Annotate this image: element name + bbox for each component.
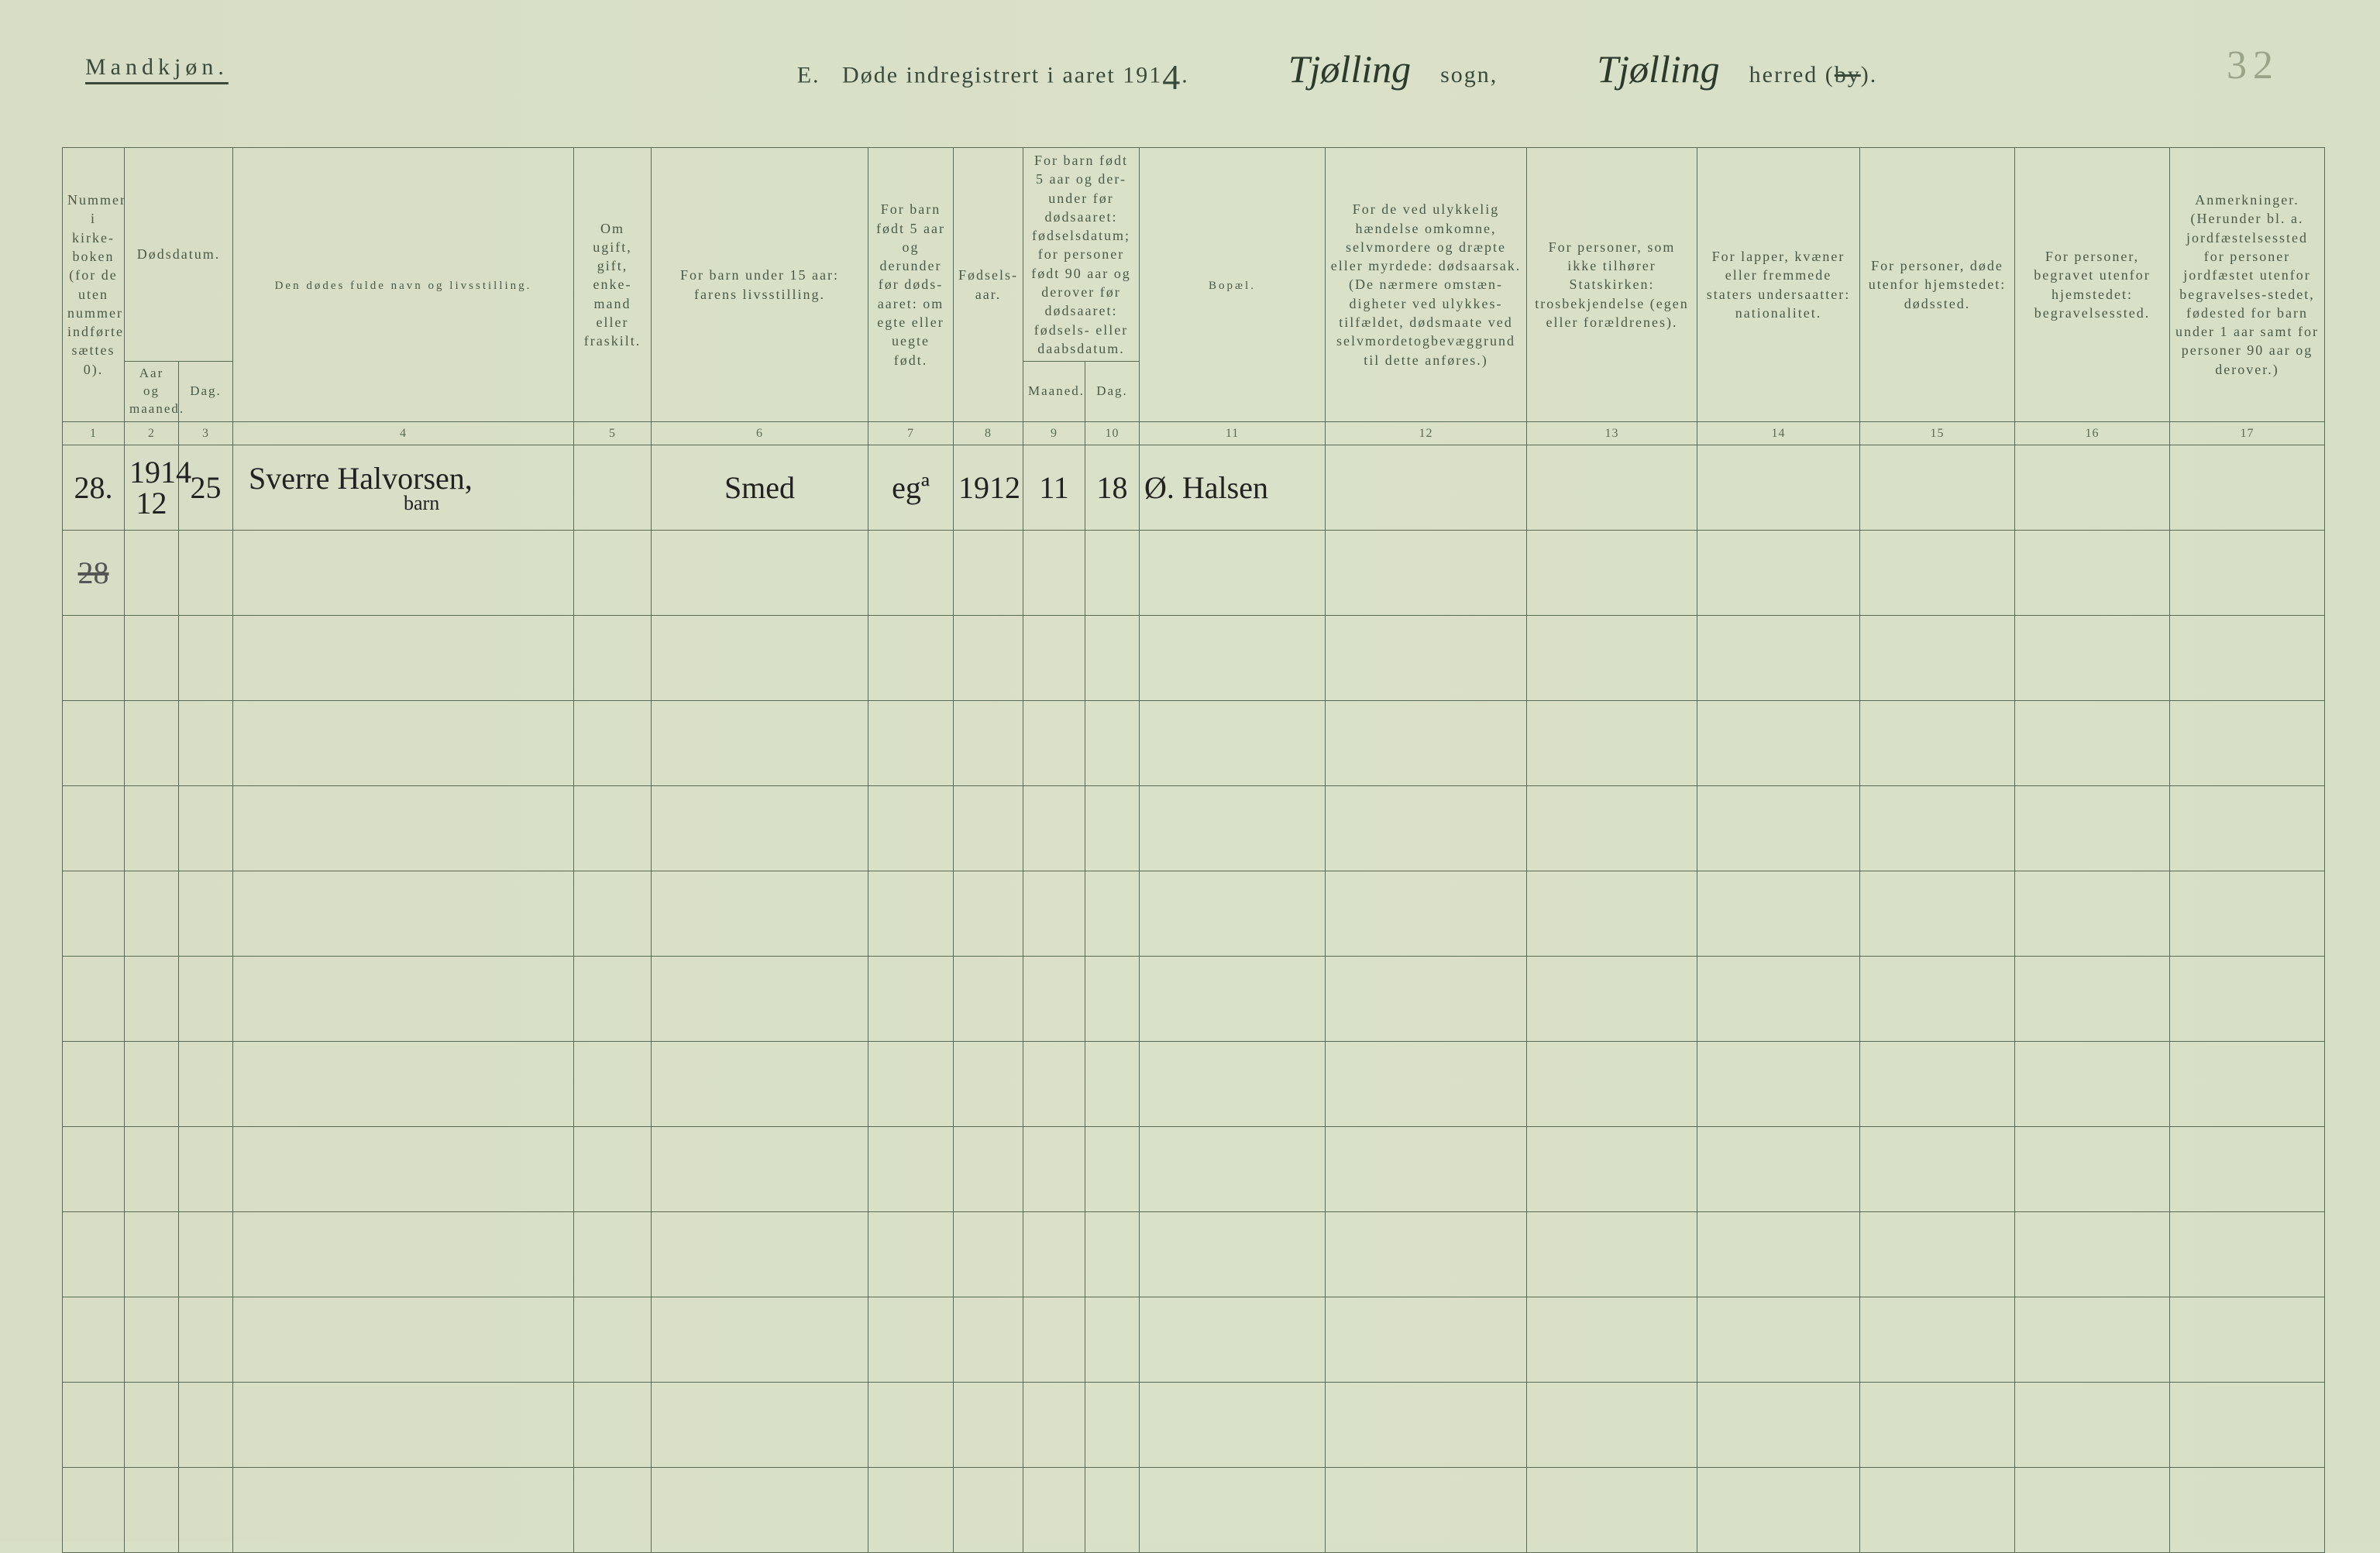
cell-legit: egª <box>868 445 954 531</box>
colnum: 7 <box>868 422 954 445</box>
table-row <box>63 957 2325 1042</box>
col-subheader: Maaned. <box>1023 362 1085 422</box>
col-header: Dødsdatum. <box>125 148 233 362</box>
colnum: 17 <box>2170 422 2325 445</box>
colnum: 15 <box>1860 422 2015 445</box>
colnum: 8 <box>954 422 1023 445</box>
colnum: 10 <box>1085 422 1140 445</box>
colnum: 6 <box>652 422 868 445</box>
table-row: 28. 1914 12 25 Sverre Halvorsen, barn Sm… <box>63 445 2325 531</box>
colnum: 2 <box>125 422 179 445</box>
cell-year-month: 1914 12 <box>125 445 179 531</box>
ledger-table: Nummer i kirke-boken (for de uten nummer… <box>62 147 2325 1553</box>
table-row <box>63 786 2325 871</box>
col-header: For personer, døde utenfor hjemstedet: d… <box>1860 148 2015 422</box>
col-header: For barn født 5 aar og der-under før død… <box>1023 148 1140 362</box>
col-header: Nummer i kirke-boken (for de uten nummer… <box>63 148 125 422</box>
col-header: For de ved ulykkelig hændelse omkomne, s… <box>1326 148 1527 422</box>
gender-label: Mandkjøn. <box>85 54 229 81</box>
sogn-name: Tjølling <box>1282 46 1417 91</box>
colnum: 16 <box>2015 422 2170 445</box>
colnum: 4 <box>233 422 574 445</box>
colnum: 12 <box>1326 422 1527 445</box>
table-row <box>63 1468 2325 1553</box>
cell-tally: 28 <box>63 531 125 616</box>
cell-birthyear: 1912 <box>954 445 1023 531</box>
table-row <box>63 701 2325 786</box>
table-row <box>63 1212 2325 1297</box>
sogn-label: sogn, <box>1440 62 1498 88</box>
title-year: 4 <box>1162 57 1181 98</box>
col-subheader: Aar og maaned. <box>125 362 179 422</box>
title-prefix: Døde indregistrert i aaret 191 <box>842 62 1162 88</box>
colnum: 11 <box>1140 422 1326 445</box>
table-row <box>63 1127 2325 1212</box>
col-header: Om ugift, gift, enke-mand eller fraskilt… <box>574 148 652 422</box>
cell <box>1860 445 2015 531</box>
colnum: 1 <box>63 422 125 445</box>
cell-birthmonth: 11 <box>1023 445 1085 531</box>
colnum: 13 <box>1527 422 1697 445</box>
col-header: For barn født 5 aar og derunder før døds… <box>868 148 954 422</box>
table-row <box>63 1383 2325 1468</box>
col-header: Anmerkninger. (Herunder bl. a. jordfæste… <box>2170 148 2325 422</box>
cell-number: 28. <box>63 445 125 531</box>
cell-name: Sverre Halvorsen, barn <box>233 445 574 531</box>
table-row <box>63 616 2325 701</box>
col-header: Den dødes fulde navn og livsstilling. <box>233 148 574 422</box>
col-header: Fødsels-aar. <box>954 148 1023 422</box>
table-body: 28. 1914 12 25 Sverre Halvorsen, barn Sm… <box>63 445 2325 1553</box>
col-header: For personer, som ikke tilhører Statskir… <box>1527 148 1697 422</box>
cell <box>2170 445 2325 531</box>
herred-name: Tjølling <box>1591 46 1725 91</box>
colnum: 3 <box>179 422 233 445</box>
cell-birthday: 18 <box>1085 445 1140 531</box>
herred-label: herred (by). <box>1749 62 1878 88</box>
col-header: For personer, begravet utenfor hjemstede… <box>2015 148 2170 422</box>
col-header: Bopæl. <box>1140 148 1326 422</box>
table-row <box>63 1297 2325 1383</box>
colnum: 5 <box>574 422 652 445</box>
table-row: 28 <box>63 531 2325 616</box>
cell-father: Smed <box>652 445 868 531</box>
table-row <box>63 1042 2325 1127</box>
cell-residence: Ø. Halsen <box>1140 445 1326 531</box>
col-header: For lapper, kvæner eller fremmede stater… <box>1697 148 1860 422</box>
cell <box>1697 445 1860 531</box>
column-numbers-row: 1 2 3 4 5 6 7 8 9 10 11 12 13 14 15 16 1… <box>63 422 2325 445</box>
colnum: 14 <box>1697 422 1860 445</box>
colnum: 9 <box>1023 422 1085 445</box>
cell <box>1527 445 1697 531</box>
cell-status <box>574 445 652 531</box>
cell <box>2015 445 2170 531</box>
table-header: Nummer i kirke-boken (for de uten nummer… <box>63 148 2325 445</box>
cell <box>1326 445 1527 531</box>
col-subheader: Dag. <box>179 362 233 422</box>
page-title: E. Døde indregistrert i aaret 1914. Tjøl… <box>387 46 2287 98</box>
col-subheader: Dag. <box>1085 362 1140 422</box>
col-header: For barn under 15 aar: farens livsstilli… <box>652 148 868 422</box>
table-row <box>63 871 2325 957</box>
ledger-page: Mandkjøn. 32 E. Døde indregistrert i aar… <box>0 0 2380 1542</box>
